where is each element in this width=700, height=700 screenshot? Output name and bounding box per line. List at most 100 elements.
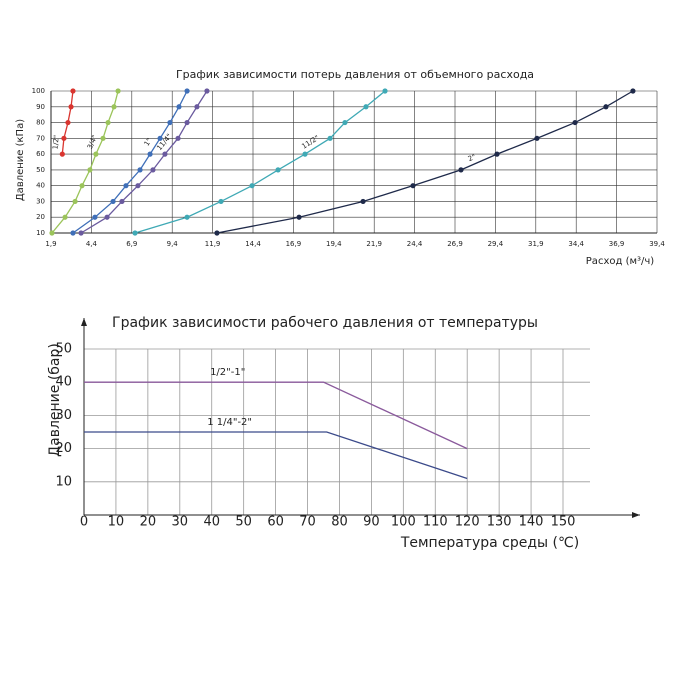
x-tick-label: 0 [80, 515, 88, 530]
y-tick-label: 20 [36, 213, 45, 221]
x-tick-label: 60 [267, 515, 284, 530]
point [59, 151, 65, 157]
y-tick-label: 50 [55, 342, 72, 357]
y-tick-label: 100 [32, 87, 45, 95]
x-tick-label: 1,9 [45, 240, 56, 248]
point [68, 104, 74, 110]
axis-arrow [81, 318, 87, 326]
x-tick-label: 40 [203, 515, 220, 530]
y-tick-label: 80 [36, 119, 45, 127]
x-tick-label: 34,4 [568, 240, 584, 248]
point [100, 135, 106, 141]
chart-title: График зависимости рабочего давления от … [112, 315, 538, 331]
series-label: 3/4" [86, 134, 99, 151]
point [534, 135, 540, 141]
point [72, 198, 78, 205]
point [162, 151, 168, 157]
series-label: 1" [143, 137, 154, 148]
point [132, 230, 138, 236]
point [342, 119, 348, 126]
point [157, 135, 163, 141]
point [382, 88, 388, 94]
axis-arrow [632, 512, 640, 518]
point [572, 119, 578, 126]
point [296, 214, 302, 220]
point [218, 198, 224, 205]
y-tick-label: 30 [55, 408, 72, 423]
point [147, 151, 153, 157]
y-tick-label: 90 [36, 103, 45, 111]
y-tick-label: 20 [55, 441, 72, 456]
x-tick-label: 130 [487, 515, 512, 530]
point [119, 198, 125, 205]
x-tick-label: 31,9 [528, 240, 544, 248]
y-tick-label: 50 [36, 166, 45, 174]
x-tick-label: 30 [172, 515, 189, 530]
point [184, 214, 190, 220]
point [167, 119, 173, 126]
x-tick-label: 110 [423, 515, 448, 530]
x-tick-label: 80 [331, 515, 348, 530]
series-line [51, 90, 119, 234]
point [302, 151, 308, 157]
x-tick-label: 14,4 [245, 240, 261, 248]
x-tick-label: 9,4 [167, 240, 179, 248]
point [184, 119, 190, 126]
x-tick-label: 150 [551, 515, 576, 530]
point [135, 183, 141, 189]
x-tick-label: 20 [140, 515, 157, 530]
point [194, 104, 200, 110]
series-label: 1 1/4"-2" [207, 417, 252, 428]
point [175, 135, 181, 141]
x-tick-label: 10 [108, 515, 125, 530]
point [458, 167, 464, 173]
series-label: 1/2" [51, 135, 60, 150]
series-line [72, 90, 188, 234]
point [275, 167, 281, 173]
point [49, 230, 55, 236]
x-tick-label: 39,4 [649, 240, 665, 248]
x-tick-label: 4,4 [86, 240, 98, 248]
series-label: 11/4" [155, 132, 173, 152]
x-tick-label: 50 [235, 515, 252, 530]
series-label: 2" [467, 153, 477, 163]
point [327, 135, 333, 141]
x-axis-label: Расход (м³/ч) [586, 256, 655, 267]
point [111, 104, 117, 110]
point [79, 183, 85, 189]
x-tick-label: 19,4 [326, 240, 342, 248]
series-label: 1/2"-1" [210, 367, 245, 378]
point [115, 88, 121, 94]
point [104, 214, 110, 220]
x-tick-label: 24,4 [407, 240, 423, 248]
point [62, 214, 68, 220]
point [110, 198, 116, 205]
x-tick-label: 26,9 [447, 240, 463, 248]
x-tick-label: 29,4 [488, 240, 504, 248]
point [603, 104, 609, 110]
point [61, 135, 67, 141]
point [214, 230, 220, 236]
chart-title: График зависимости потерь давления от об… [176, 68, 534, 81]
y-tick-label: 70 [36, 134, 45, 142]
point [70, 88, 76, 94]
y-tick-label: 10 [55, 474, 72, 489]
x-tick-label: 36,9 [609, 240, 625, 248]
x-tick-label: 11,9 [205, 240, 221, 248]
point [105, 119, 111, 126]
point [92, 214, 98, 220]
point [123, 183, 129, 189]
series-label: 11/2" [300, 134, 320, 151]
series-line [134, 90, 386, 234]
point [93, 151, 99, 157]
point [410, 183, 416, 189]
series-line [216, 90, 634, 234]
x-tick-label: 70 [299, 515, 316, 530]
y-tick-label: 60 [36, 150, 45, 158]
x-tick-label: 90 [363, 515, 380, 530]
point [630, 88, 636, 94]
point [176, 104, 182, 110]
series-line [80, 90, 208, 234]
y-axis-label: Давление (бар) [47, 343, 63, 457]
x-axis-label: Температура среды (℃) [400, 535, 579, 551]
